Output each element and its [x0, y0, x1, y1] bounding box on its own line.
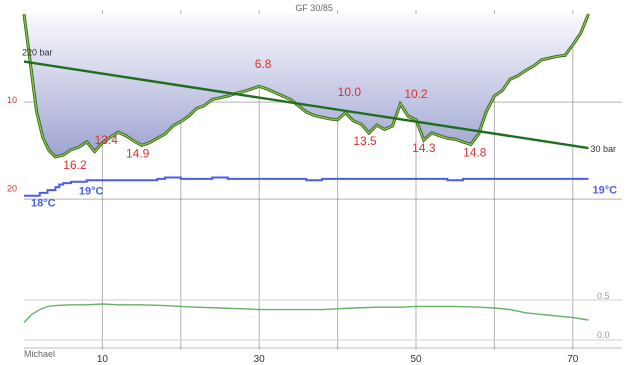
depth-profile-line	[23, 13, 590, 158]
x-tick-label: 50	[410, 354, 422, 365]
depth-tick-label: 20	[7, 183, 17, 193]
depth-value-label: 13.5	[353, 134, 377, 148]
depth-value-label: 16.2	[63, 158, 87, 172]
x-tick-label: 70	[567, 354, 579, 365]
temp-min-label: 19°C	[79, 186, 104, 198]
depth-value-label: 10.0	[338, 85, 362, 99]
pressure-start-label: 220 bar	[22, 48, 53, 58]
x-tick-label: 30	[254, 354, 266, 365]
gf-tick-label: 0.0	[597, 330, 610, 340]
depth-value-label: 6.8	[255, 57, 272, 71]
pressure-end-label: 30 bar	[590, 144, 616, 154]
depth-value-label: 14.9	[126, 146, 150, 160]
x-tick-label: 10	[97, 354, 109, 365]
temp-end-label: 19°C	[592, 185, 617, 197]
depth-profile-area	[24, 14, 589, 157]
chart-title: GF 30/85	[295, 3, 333, 13]
temp-start-label: 18°C	[31, 198, 56, 210]
gf-tick-label: 0.5	[597, 291, 610, 301]
chart-labels: GF 30/85 10 30 50 70 10 20 13.4 16.2 14.9 6.8 10.0 1…	[7, 3, 617, 365]
diver-name: Michael	[24, 349, 55, 359]
gradient-factor-line	[23, 303, 589, 323]
temperature-line	[24, 176, 589, 197]
depth-value-label: 14.8	[463, 146, 487, 160]
depth-tick-label: 10	[7, 95, 17, 105]
depth-value-label: 13.4	[95, 133, 119, 147]
depth-value-label: 10.2	[404, 87, 428, 101]
depth-value-label: 14.3	[412, 141, 436, 155]
tank-pressure-line	[23, 60, 589, 150]
